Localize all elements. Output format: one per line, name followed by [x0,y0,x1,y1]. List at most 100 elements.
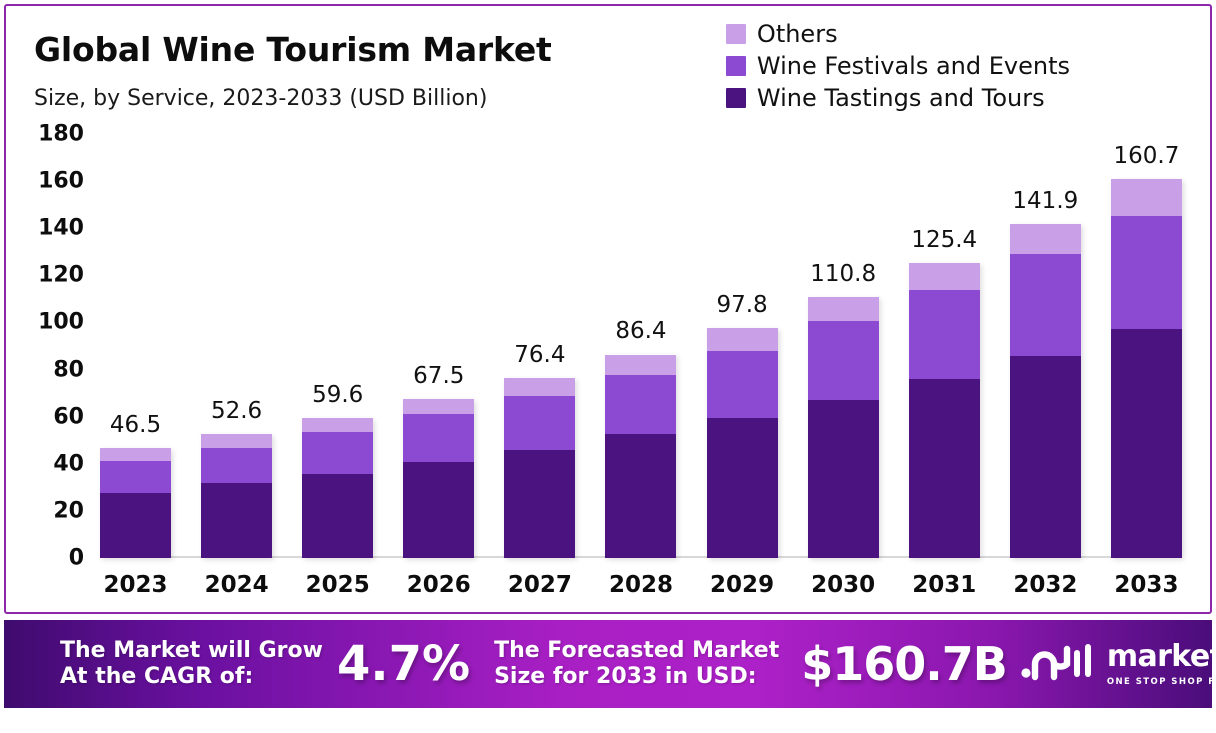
bar-total-label: 97.8 [716,291,768,318]
bar-segment[interactable] [1009,254,1081,357]
cagr-value: 4.7% [336,636,471,692]
y-axis-tick-label: 20 [53,498,84,524]
bar-total-label: 141.9 [1012,187,1079,214]
cagr-block: The Market will Grow At the CAGR of: 4.7… [60,636,486,692]
legend-item[interactable]: Wine Festivals and Events [725,52,1070,80]
y-axis-tick-label: 140 [38,215,84,241]
bar-group[interactable]: 59.6 2025 [302,134,374,598]
bar-segment[interactable] [403,461,475,558]
bar-segment[interactable] [1110,329,1182,558]
chart-card: Global Wine Tourism Market Size, by Serv… [4,4,1212,614]
stacked-bar[interactable] [201,434,273,558]
x-axis-tick-label: 2026 [406,572,471,598]
x-axis-tick-label: 2024 [204,572,269,598]
stacked-bar[interactable] [1110,179,1182,558]
bar-segment[interactable] [1110,216,1182,330]
legend-swatch-icon [725,56,746,76]
y-axis-tick-label: 120 [38,262,84,288]
bar-segment[interactable] [908,379,980,558]
legend-item[interactable]: Others [725,22,838,46]
y-axis-tick-label: 100 [38,309,84,335]
bar-group[interactable]: 46.5 2023 [100,134,171,598]
stacked-bar[interactable] [100,448,171,558]
stacked-bar[interactable] [302,417,374,558]
legend-label: Wine Tastings and Tours [756,84,1045,112]
stacked-bar[interactable] [605,354,677,558]
bar-group[interactable]: 97.8 2029 [706,134,778,598]
y-axis-tick-label: 60 [53,404,84,430]
legend-label: Wine Festivals and Events [756,52,1070,80]
bar-segment[interactable] [302,473,374,558]
bar-group[interactable]: 52.6 2024 [201,134,273,598]
bar-segment[interactable] [908,262,980,290]
bar-segment[interactable] [807,297,879,322]
forecast-value: $160.7B [801,637,1008,691]
bar-segment[interactable] [1009,223,1081,255]
bar-total-label: 67.5 [413,363,465,389]
legend-swatch-icon [725,24,746,44]
x-axis-tick-label: 2030 [811,572,876,598]
bar-segment[interactable] [100,461,171,494]
legend-item[interactable]: Wine Tastings and Tours [725,84,1045,112]
legend-swatch-icon [725,88,746,108]
stacked-bar[interactable] [908,262,980,558]
bar-segment[interactable] [100,448,171,462]
bar-group[interactable]: 141.9 2032 [1009,134,1081,598]
bar-segment[interactable] [706,327,778,351]
market-us-logo[interactable]: market.us ONE STOP SHOP FOR THE REPORTS [1019,639,1216,689]
x-axis-tick-label: 2033 [1114,572,1179,598]
cagr-label-line2: At the CAGR of: [60,664,254,689]
bar-segment[interactable] [706,418,778,558]
y-axis-tick-label: 160 [38,168,84,194]
stacked-bar[interactable] [807,297,879,558]
bar-segment[interactable] [605,354,677,375]
x-axis-tick-label: 2027 [507,572,572,598]
bar-segment[interactable] [302,432,374,474]
bar-total-label: 52.6 [210,398,263,425]
bar-segment[interactable] [504,378,576,397]
bar-segment[interactable] [504,449,576,558]
stacked-bar[interactable] [504,378,576,558]
forecast-label-line1: The Forecasted Market [494,638,780,664]
cagr-label-line1: The Market will Grow [60,638,323,664]
bar-group[interactable]: 86.4 2028 [605,134,677,598]
bar-group[interactable]: 125.4 2031 [908,134,980,598]
bar-total-label: 160.7 [1113,143,1180,170]
bar-series-container: 46.5 2023 52.6 2024 59.6 2025 67.5 2026 76.4 2027… [100,134,1182,598]
page-title: Global Wine Tourism Market [34,30,552,69]
summary-banner: The Market will Grow At the CAGR of: 4.7… [4,620,1216,708]
bar-total-label: 46.5 [109,412,162,439]
bar-segment[interactable] [1110,179,1182,217]
x-axis-tick-label: 2025 [305,572,370,598]
bar-segment[interactable] [403,413,475,462]
bar-total-label: 110.8 [810,261,877,288]
bar-group[interactable]: 110.8 2030 [807,134,879,598]
stacked-bar[interactable] [1009,223,1081,558]
cagr-label: The Market will Grow At the CAGR of: [60,638,323,690]
bar-segment[interactable] [807,321,879,400]
bar-segment[interactable] [605,434,677,558]
bar-segment[interactable] [908,289,980,380]
forecast-label: The Forecasted Market Size for 2033 in U… [494,638,779,690]
bar-segment[interactable] [201,483,273,558]
bar-segment[interactable] [605,374,677,435]
bar-group[interactable]: 67.5 2026 [403,134,475,598]
bar-segment[interactable] [403,399,475,414]
bar-segment[interactable] [504,396,576,450]
stacked-bar[interactable] [706,327,778,558]
stacked-bar[interactable] [403,399,475,558]
bar-segment[interactable] [100,493,171,558]
bar-segment[interactable] [201,434,273,448]
bar-group[interactable]: 76.4 2027 [504,134,576,598]
bar-segment[interactable] [807,399,879,558]
bar-segment[interactable] [201,447,273,484]
bar-total-label: 125.4 [911,226,978,253]
bar-group[interactable]: 160.7 2033 [1110,134,1182,598]
bar-segment[interactable] [706,350,778,419]
y-axis-tick-label: 80 [53,357,84,383]
bar-segment[interactable] [302,417,374,433]
bar-segment[interactable] [1009,356,1081,558]
market-us-wordmark: market.us ONE STOP SHOP FOR THE REPORTS [1107,641,1216,687]
x-axis-tick-label: 2023 [103,572,168,598]
